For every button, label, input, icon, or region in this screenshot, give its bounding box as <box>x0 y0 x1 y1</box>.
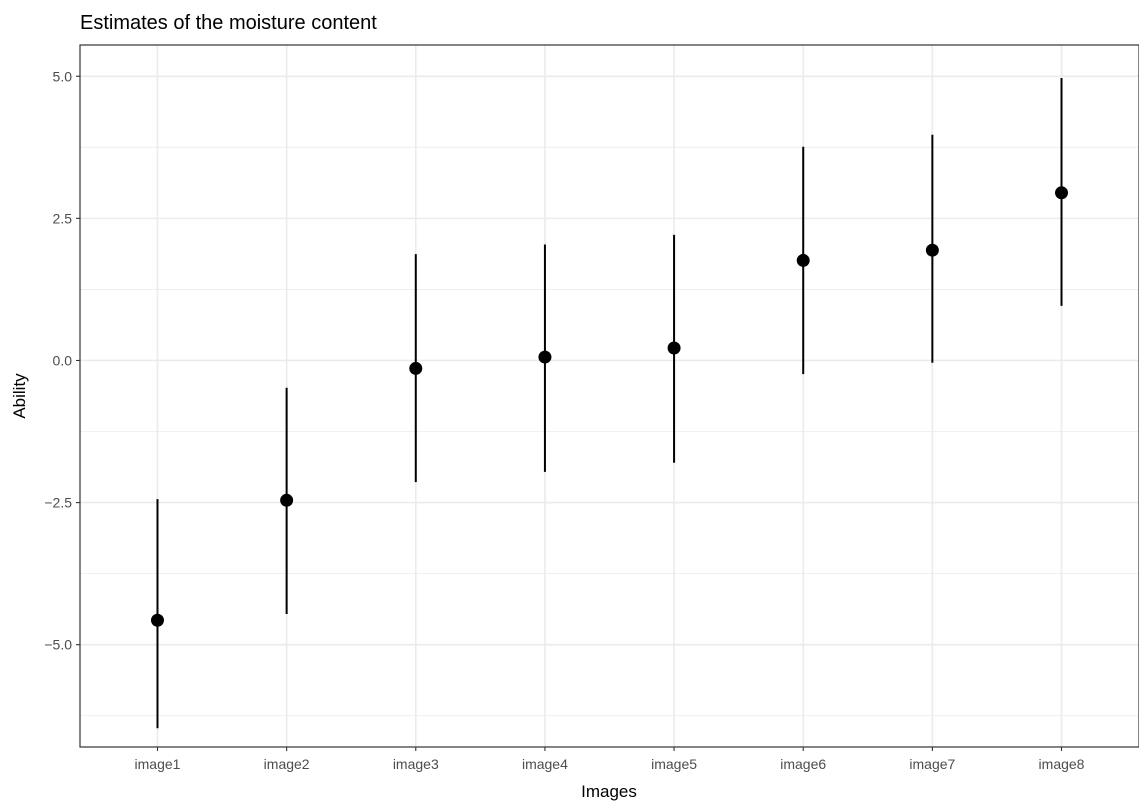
y-tick-label: −2.5 <box>44 495 72 511</box>
data-point <box>796 253 810 267</box>
x-axis-title: Images <box>581 782 637 801</box>
y-tick-label: 5.0 <box>53 68 73 84</box>
x-tick-label: image5 <box>651 756 697 772</box>
x-tick-label: image7 <box>909 756 955 772</box>
data-point <box>538 350 552 364</box>
error-bars <box>156 77 1063 729</box>
panel-border <box>79 44 1139 748</box>
x-tick-label: image2 <box>264 756 310 772</box>
data-point <box>667 341 681 355</box>
x-tick-label: image8 <box>1039 756 1085 772</box>
x-tick-label: image1 <box>135 756 181 772</box>
y-axis-title: Ability <box>10 373 29 419</box>
y-tick-label: −5.0 <box>44 637 72 653</box>
data-point <box>280 493 294 507</box>
data-point <box>409 361 423 375</box>
y-axis: 5.0 2.5 0.0 −2.5 −5.0 <box>44 68 80 653</box>
y-tick-label: 0.0 <box>53 352 73 368</box>
chart-title: Estimates of the moisture content <box>80 12 377 34</box>
y-tick-label: 2.5 <box>53 210 73 226</box>
grid <box>80 45 1139 747</box>
x-tick-label: image4 <box>522 756 568 772</box>
x-axis: image1 image2 image3 image4 image5 image6 imag… <box>135 747 1085 772</box>
x-tick-label: image3 <box>393 756 439 772</box>
data-point <box>150 613 164 627</box>
points <box>150 186 1069 627</box>
data-point <box>1055 186 1069 200</box>
data-point <box>925 243 939 257</box>
x-tick-label: image6 <box>780 756 826 772</box>
